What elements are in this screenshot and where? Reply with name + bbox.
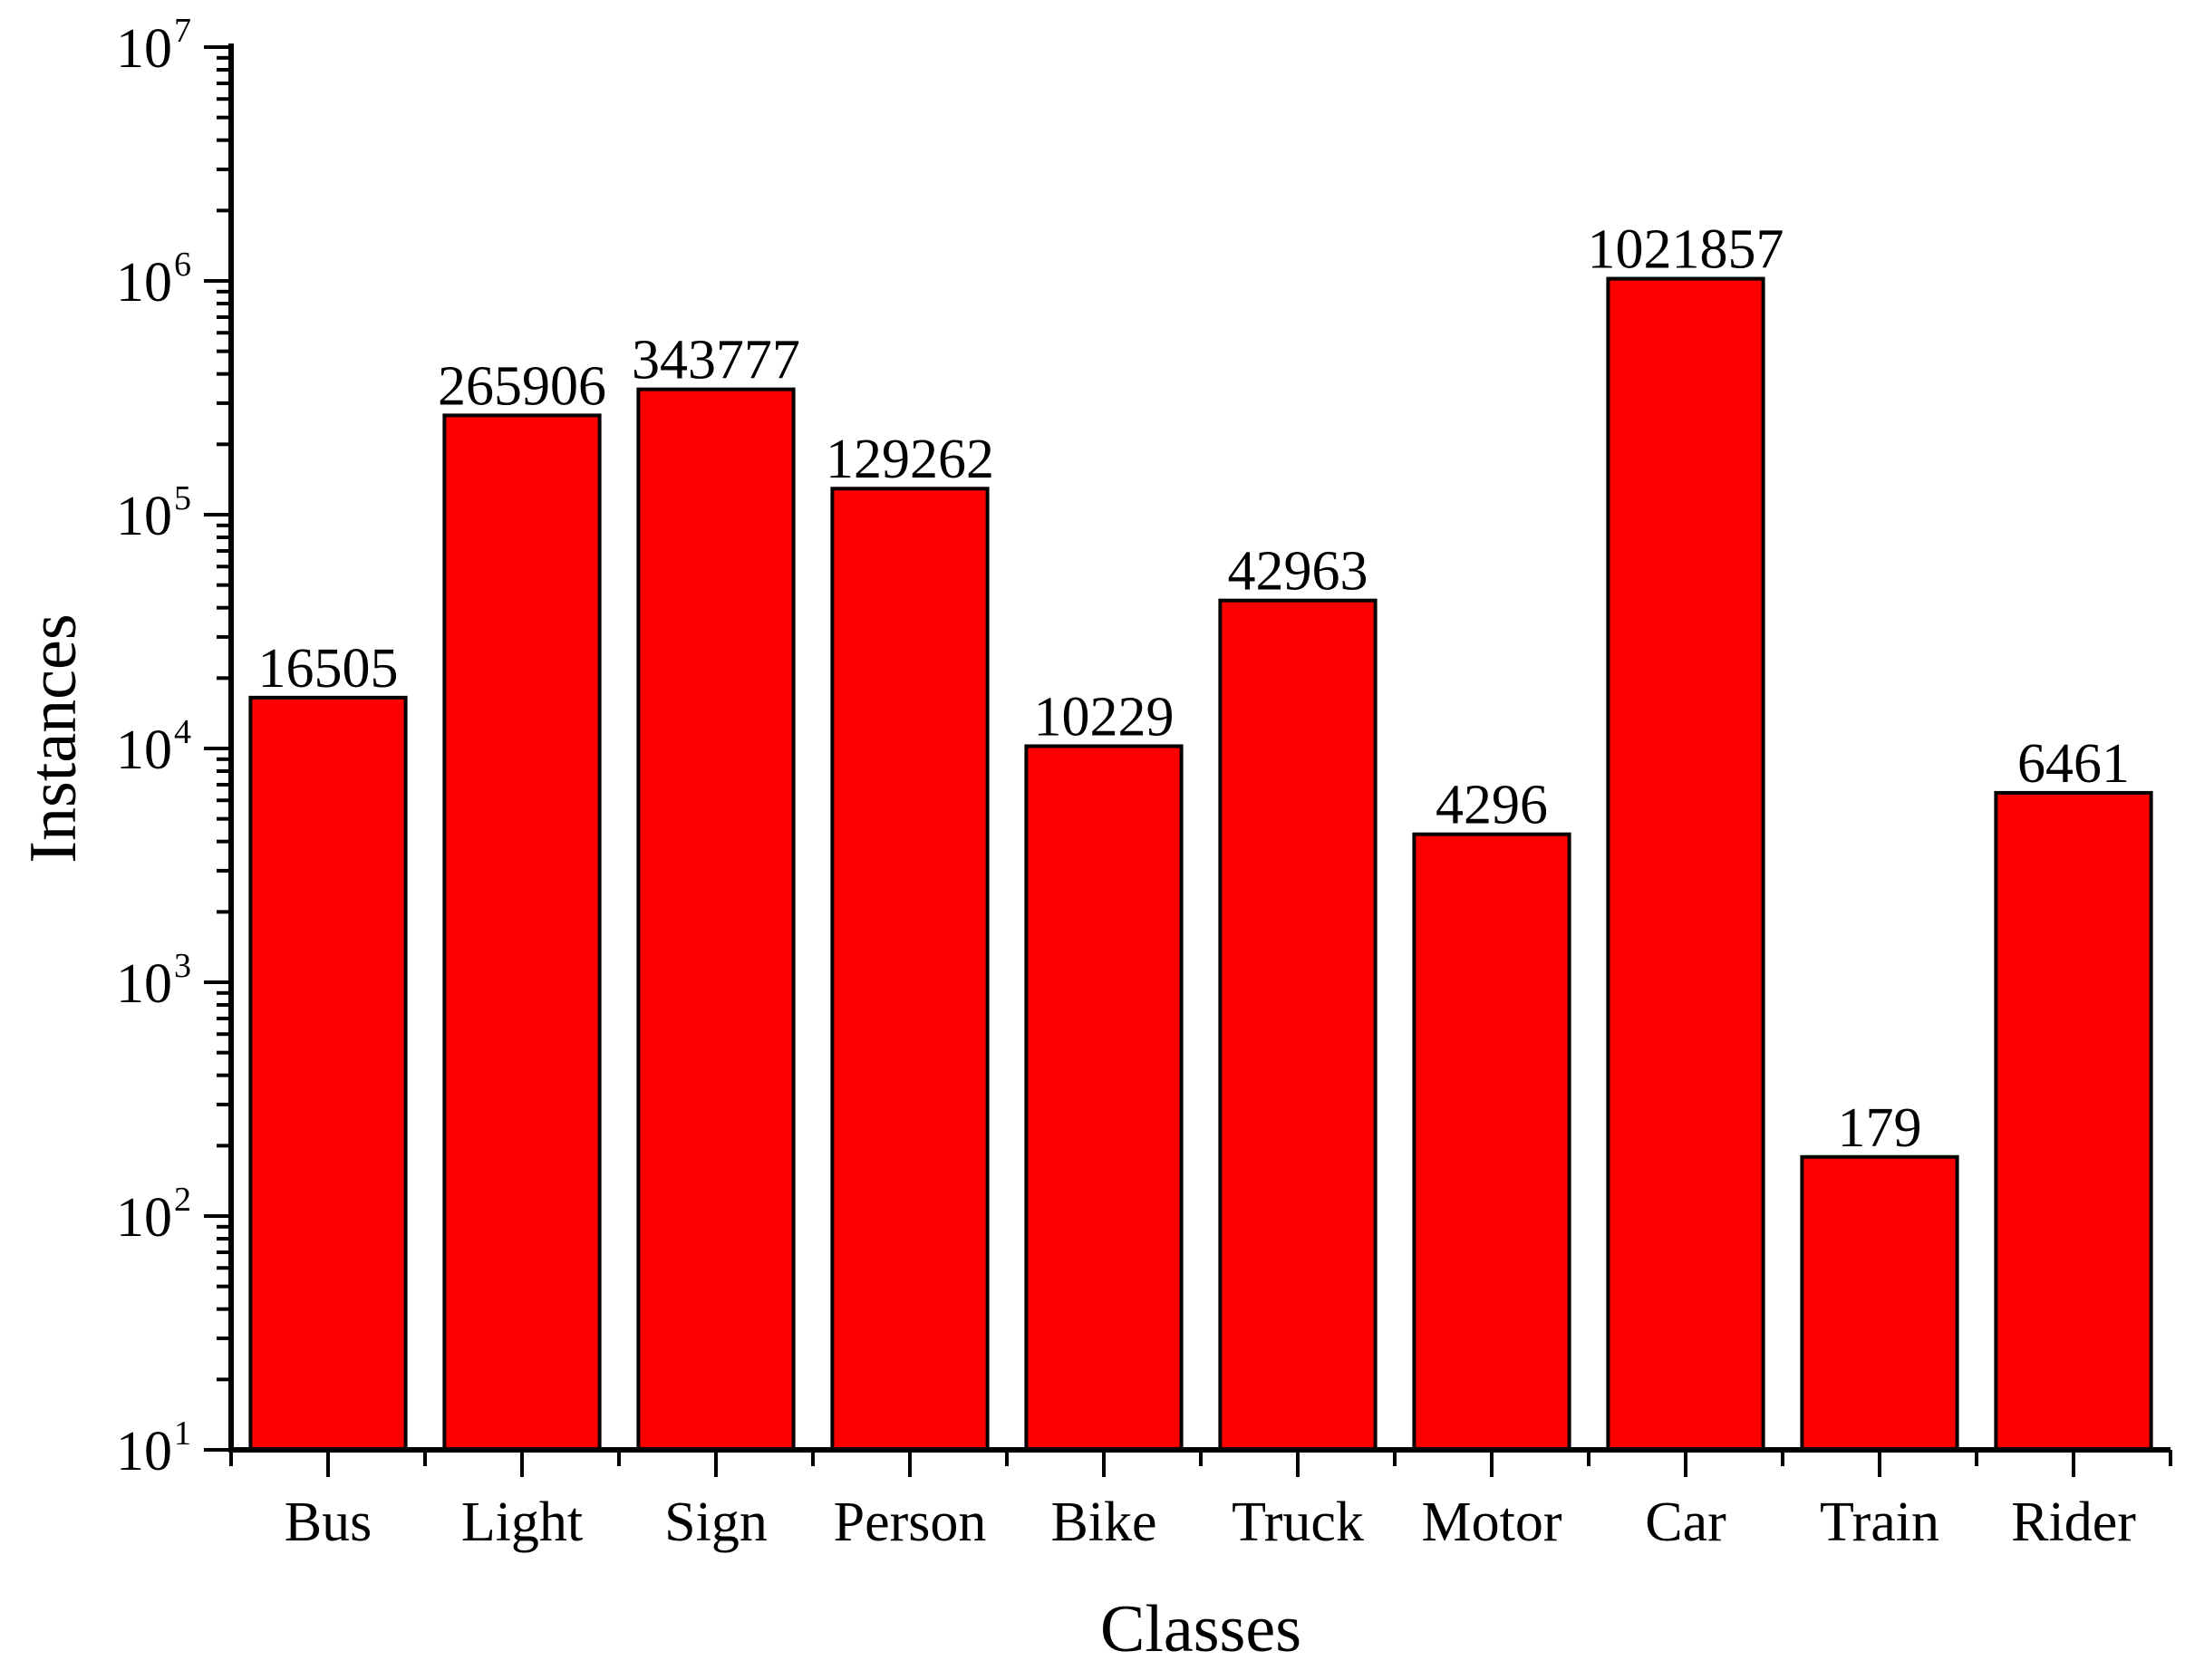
x-tick-label-person: Person: [834, 1492, 987, 1553]
x-tick-label-rider: Rider: [2011, 1492, 2136, 1553]
bar-bus: [248, 695, 408, 1452]
value-label-light: 265906: [438, 355, 606, 417]
value-label-person: 129262: [826, 429, 994, 490]
x-tick-label-motor: Motor: [1422, 1492, 1562, 1553]
value-label-truck: 42963: [1228, 541, 1368, 603]
bar-train: [1800, 1154, 1959, 1452]
x-tick-label-train: Train: [1820, 1492, 1939, 1553]
value-label-bike: 10229: [1034, 686, 1175, 748]
y-tick-exponent: 3: [174, 947, 191, 985]
x-tick-label-bike: Bike: [1050, 1492, 1156, 1553]
y-tick-label: 10: [116, 252, 172, 314]
bar-sign: [636, 387, 796, 1452]
y-tick-label: 10: [116, 486, 172, 547]
value-label-train: 179: [1838, 1097, 1922, 1159]
y-axis-title: Instances: [16, 613, 91, 863]
y-tick-label: 10: [116, 1187, 172, 1249]
value-label-rider: 6461: [2017, 733, 2130, 795]
bar-motor: [1412, 832, 1571, 1452]
bar-truck: [1218, 598, 1378, 1452]
y-tick-exponent: 1: [174, 1414, 191, 1453]
y-tick-label: 10: [116, 1421, 172, 1482]
y-tick-exponent: 2: [174, 1181, 191, 1219]
x-tick-label-bus: Bus: [285, 1492, 372, 1553]
x-axis-title: Classes: [1100, 1592, 1301, 1666]
y-tick-exponent: 4: [174, 713, 191, 751]
bar-light: [442, 413, 602, 1452]
value-label-motor: 4296: [1436, 775, 1548, 836]
bar-car: [1606, 276, 1765, 1452]
bar-rider: [1994, 790, 2153, 1452]
ticks-group: Bus Light Sign Person Bike Truck Motor Car Train…: [116, 12, 2172, 1553]
bar-person: [830, 487, 990, 1453]
x-tick-label-truck: Truck: [1232, 1492, 1364, 1553]
value-label-car: 1021857: [1588, 219, 1784, 281]
value-label-bus: 16505: [258, 638, 399, 700]
y-tick-label: 10: [116, 719, 172, 781]
y-tick-label: 10: [116, 953, 172, 1015]
bars-group: [248, 276, 2153, 1453]
x-tick-label-light: Light: [461, 1492, 583, 1553]
y-tick-label: 10: [116, 18, 172, 80]
x-tick-label-sign: Sign: [664, 1492, 768, 1553]
value-labels-group: 16505 265906 343777 129262 10229 42963 4296 102…: [258, 219, 2131, 1159]
y-tick-exponent: 6: [174, 246, 191, 284]
value-label-sign: 343777: [632, 330, 800, 391]
y-tick-exponent: 7: [174, 12, 191, 50]
y-tick-exponent: 5: [174, 479, 191, 517]
bar-bike: [1024, 744, 1184, 1452]
x-tick-label-car: Car: [1645, 1492, 1726, 1553]
